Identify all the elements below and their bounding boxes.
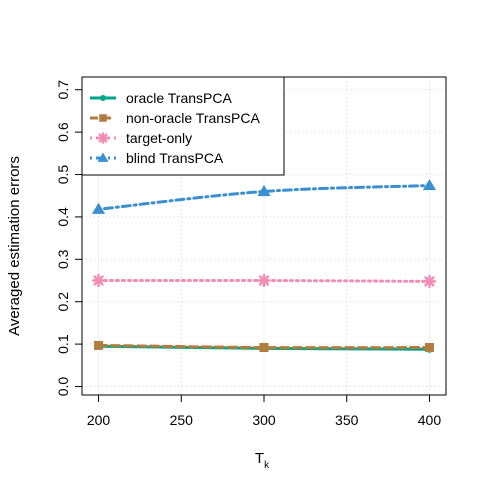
legend-label-oracle-transpca: oracle TransPCA	[126, 90, 232, 106]
legend: oracle TransPCA non-oracle TransPCA target…	[81, 76, 285, 176]
legend-label-blind-transpca: blind TransPCA	[126, 150, 224, 166]
y-tick-label: 0.3	[55, 249, 71, 269]
data-point-target-only	[91, 273, 106, 288]
data-point-non-oracle-transpca	[94, 340, 104, 350]
series-line-blind-transpca	[97, 184, 431, 211]
legend-label-target-only: target-only	[126, 130, 192, 146]
y-tick-label: 0.2	[55, 292, 71, 312]
data-point-non-oracle-transpca	[424, 343, 434, 353]
y-tick-label: 0.0	[55, 377, 71, 397]
x-tick-label: 300	[252, 412, 276, 428]
data-point-blind-transpca	[422, 178, 437, 191]
x-tick-label: 200	[87, 412, 111, 428]
y-axis: 0.0 0.1 0.2 0.3 0.4 0.5 0.6 0.7	[55, 80, 82, 396]
data-point-blind-transpca	[91, 202, 106, 214]
x-tick-label: 350	[335, 412, 359, 428]
legend-marker-blind-transpca	[97, 152, 109, 162]
legend-marker-target-only	[97, 132, 109, 144]
y-tick-label: 0.1	[55, 334, 71, 354]
x-tick-label: 400	[418, 412, 442, 428]
legend-label-non-oracle-transpca: non-oracle TransPCA	[126, 110, 261, 126]
x-tick-label: 250	[170, 412, 194, 428]
y-tick-label: 0.5	[55, 165, 71, 185]
data-point-target-only	[257, 273, 271, 288]
legend-marker-non-oracle-transpca	[99, 114, 107, 122]
y-tick-label: 0.6	[55, 122, 71, 142]
x-axis-title: Tk	[255, 450, 270, 471]
y-tick-label: 0.7	[55, 80, 71, 100]
legend-marker-oracle-transpca	[100, 95, 106, 101]
series-lines	[97, 184, 431, 351]
data-point-blind-transpca	[257, 184, 271, 197]
series-markers	[91, 178, 437, 353]
y-tick-label: 0.4	[55, 207, 71, 227]
data-point-target-only	[422, 274, 437, 289]
y-axis-title: Averaged estimation errors	[6, 156, 23, 336]
x-axis: 200 250 300 350 400	[87, 395, 441, 428]
data-point-non-oracle-transpca	[259, 343, 269, 353]
